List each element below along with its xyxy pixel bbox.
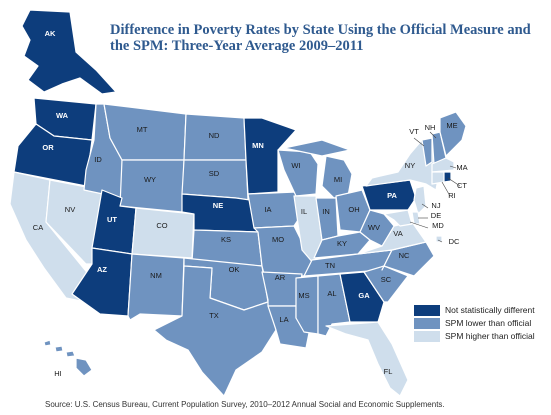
state-ME [439,111,467,157]
state-SD [181,159,249,201]
state-label-GA: GA [358,291,370,300]
state-label-NE: NE [213,201,223,210]
state-label-MD: MD [432,221,444,230]
state-MS [295,275,319,335]
state-label-IA: IA [264,205,271,214]
state-label-ID: ID [94,155,102,164]
state-NJ [413,185,427,215]
state-label-LA: LA [279,315,288,324]
state-label-WA: WA [56,111,69,120]
state-label-RI: RI [448,191,456,200]
state-label-OH: OH [348,205,359,214]
state-label-NC: NC [399,251,410,260]
state-label-AK: AK [45,29,56,38]
state-label-TN: TN [325,261,335,270]
state-DE [411,211,421,225]
state-label-CA: CA [33,223,43,232]
state-label-MO: MO [272,235,284,244]
state-HI [43,339,93,377]
state-label-MI: MI [334,175,342,184]
state-VT [421,137,433,167]
legend-item-not-significant: Not statistically different [414,304,535,316]
state-label-KY: KY [337,239,347,248]
state-label-IN: IN [322,207,330,216]
state-label-UT: UT [107,215,117,224]
state-label-NJ: NJ [431,201,440,210]
leader-lines [409,131,461,243]
state-label-ME: ME [446,121,457,130]
state-label-AL: AL [327,289,336,298]
legend-item-spm-higher: SPM higher than official [414,330,535,342]
state-label-WV: WV [368,223,380,232]
state-label-PA: PA [387,191,397,200]
state-label-MA: MA [456,163,467,172]
source-note: Source: U.S. Census Bureau, Current Popu… [45,400,445,409]
state-label-TX: TX [209,311,219,320]
map-title: Difference in Poverty Rates by State Usi… [110,22,531,54]
state-SC [363,265,409,303]
state-label-OK: OK [229,265,240,274]
state-label-KS: KS [221,235,231,244]
state-GA [339,271,385,323]
state-FL [325,321,409,397]
state-label-FL: FL [384,367,393,376]
state-label-DC: DC [449,237,460,246]
state-label-MT: MT [137,125,148,134]
state-label-MS: MS [298,291,309,300]
state-label-MN: MN [252,141,264,150]
legend-swatch-spm-higher [414,330,440,342]
state-MN [243,117,297,195]
state-MA [431,157,455,173]
state-RI [443,171,452,183]
state-label-NY: NY [405,161,415,170]
legend-swatch-spm-lower [414,317,440,329]
state-label-WY: WY [144,175,156,184]
state-label-CT: CT [457,181,467,190]
state-label-VA: VA [393,229,402,238]
state-label-NM: NM [150,271,162,280]
state-label-ND: ND [209,131,220,140]
state-CO [131,207,195,259]
state-label-NV: NV [65,205,75,214]
state-label-OR: OR [42,143,54,152]
state-label-CO: CO [156,221,167,230]
state-label-HI: HI [54,369,62,378]
legend-swatch-not-significant [414,304,440,316]
state-label-WI: WI [291,161,300,170]
legend-label-not-significant: Not statistically different [445,305,535,315]
state-label-SC: SC [381,275,392,284]
legend-item-spm-lower: SPM lower than official [414,317,535,329]
state-WI [277,149,319,197]
state-AK [21,9,117,95]
state-label-IL: IL [301,207,307,216]
state-label-AZ: AZ [97,265,107,274]
state-NE [181,193,259,233]
state-NM [127,253,185,321]
state-MD [383,209,413,227]
legend: Not statistically different SPM lower th… [414,304,535,343]
state-label-SD: SD [209,169,220,178]
state-label-VT: VT [409,127,419,136]
state-label-DE: DE [431,211,441,220]
state-DC [435,235,443,243]
state-TX [153,265,277,397]
state-label-AR: AR [275,273,286,282]
legend-label-spm-higher: SPM higher than official [445,331,535,341]
state-WY [119,159,185,213]
legend-label-spm-lower: SPM lower than official [445,318,532,328]
state-label-NH: NH [425,123,436,132]
